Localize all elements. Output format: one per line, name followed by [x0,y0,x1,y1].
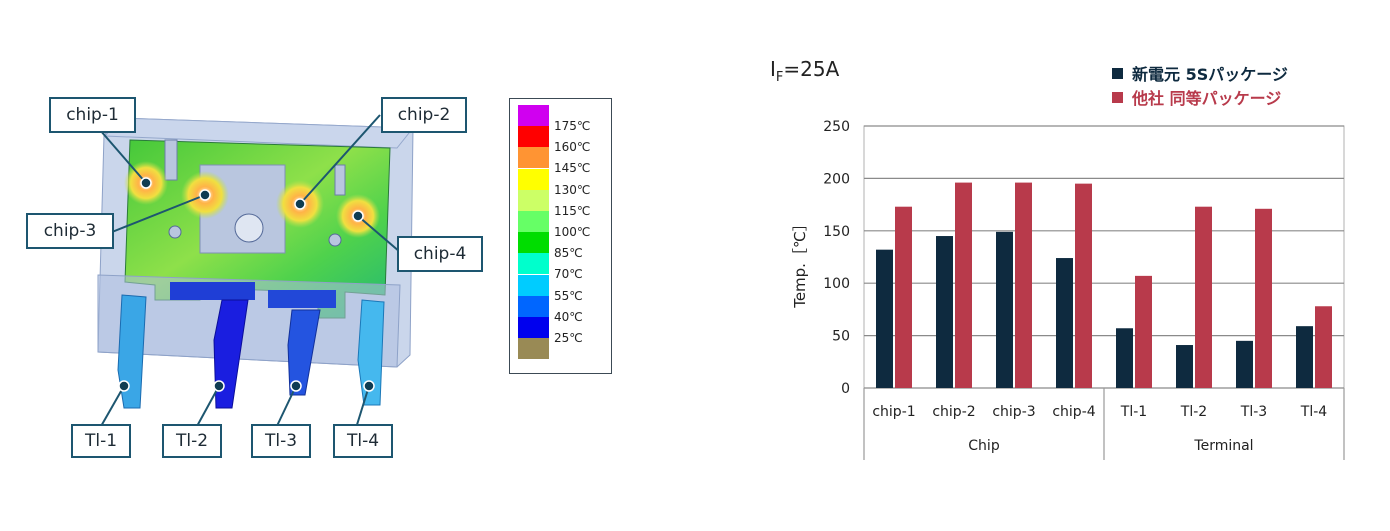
scale-label: 115℃ [554,203,591,218]
scale-swatch [518,253,549,275]
scale-swatch [518,189,549,211]
scale-swatch [518,274,549,296]
bar-series-2 [1015,182,1032,388]
scale-swatch [518,168,549,190]
leader-lines [99,114,401,429]
scale-label: 160℃ [554,140,591,155]
hole-small [168,225,182,239]
x-tick-label: chip-3 [992,404,1035,420]
bar-series-1 [1056,258,1073,388]
bar-series-2 [1315,306,1332,388]
terminal-tl2 [213,299,249,409]
bar-series-1 [1176,345,1193,388]
callout-chip-4: chip-4 [397,236,483,272]
x-tick-label: Tl-3 [1240,404,1267,420]
scale-label: 145℃ [554,161,591,176]
group-label: Terminal [1193,438,1253,454]
bar-series-1 [1236,340,1253,388]
callout-chip-2: chip-2 [381,97,467,133]
hole-small [328,233,342,247]
bar-series-2 [895,206,912,388]
slot-left [164,139,178,181]
terminal-tl3 [287,309,321,396]
y-tick-label: 150 [823,224,850,240]
terminal-tl1 [117,294,147,409]
group-label: Chip [968,438,1000,454]
bar-series-2 [955,182,972,388]
scale-swatch [518,232,549,254]
callout-chip-1: chip-1 [49,97,136,133]
scale-swatch [518,338,549,360]
bar-series-2 [1135,275,1152,388]
callout-tl-4: Tl-4 [333,424,393,458]
scale-swatch [518,295,549,317]
scale-label: 130℃ [554,182,591,197]
scale-label: 55℃ [554,288,583,303]
callout-chip-3: chip-3 [26,213,114,249]
legend-label-series-1: 新電元 5Sパッケージ [1132,65,1288,84]
scale-label: 85℃ [554,246,583,261]
condition-label: IF=25A [770,57,840,85]
y-axis-label: Temp.［℃］ [791,216,809,309]
temperature-bar-chart: IF=25A 新電元 5Sパッケージ 他社 同等パッケージ Temp.［℃］ 0… [770,57,1345,460]
bus-bar-right [268,290,336,308]
bar-series-1 [1296,326,1313,388]
callout-tl-3: Tl-3 [251,424,311,458]
mounting-hole [234,213,264,243]
bar-series-2 [1255,208,1272,388]
temperature-color-scale: 175℃ 160℃ 145℃ 130℃ 115℃ 100℃ 85℃ 70℃ 55℃ 40℃ 25℃ [509,98,612,374]
legend-swatch-series-2 [1112,92,1123,103]
thermal-simulation-image [97,114,415,429]
x-tick-label: Tl-1 [1120,404,1147,420]
y-tick-label: 0 [841,381,850,397]
y-tick-label: 100 [823,276,850,292]
callout-tl-2: Tl-2 [162,424,222,458]
scale-swatch [518,211,549,232]
scale-label: 70℃ [554,267,583,282]
scale-label: 175℃ [554,119,591,133]
x-tick-label: chip-2 [932,404,975,420]
x-tick-label: chip-4 [1052,404,1095,420]
terminal-tl4 [357,299,385,406]
scale-swatch [518,126,549,148]
scale-swatch [518,105,549,126]
anchor-dots [118,177,375,392]
scale-swatch [518,147,549,169]
y-tick-label: 200 [823,171,850,187]
bar-series-2 [1195,206,1212,388]
y-tick-label: 250 [823,119,850,135]
bar-series-2 [1075,183,1092,388]
y-tick-label: 50 [832,329,850,345]
legend-label-series-2: 他社 同等パッケージ [1131,89,1281,108]
bar-series-1 [996,231,1013,388]
callout-tl-1: Tl-1 [71,424,131,458]
scale-swatch [518,317,549,338]
bar-series-1 [936,236,953,388]
slot-right [334,164,346,196]
bar-series-1 [876,249,893,388]
x-tick-label: Tl-2 [1180,404,1207,420]
bus-bar-left [170,282,255,300]
scale-label: 100℃ [554,225,591,239]
scale-label: 40℃ [554,309,583,324]
x-tick-label: Tl-4 [1300,404,1327,420]
scale-label: 25℃ [554,331,583,345]
legend-swatch-series-1 [1112,68,1123,79]
bar-series-1 [1116,328,1133,388]
x-tick-label: chip-1 [872,404,915,420]
